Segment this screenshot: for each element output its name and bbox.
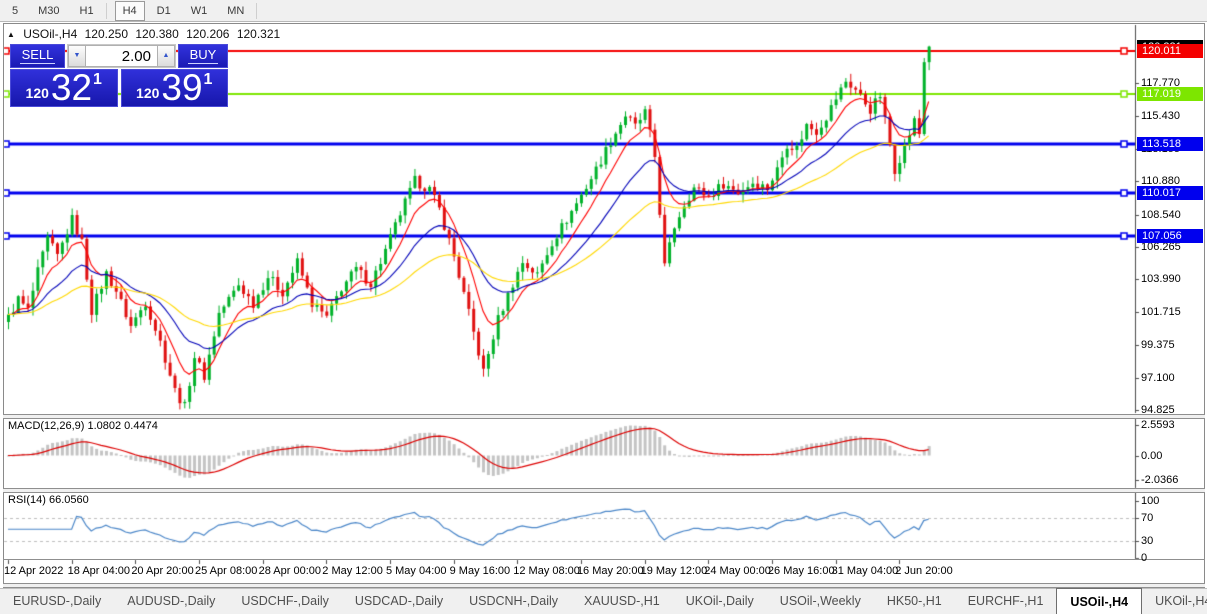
time-axis-label: 26 May 16:00 [767, 565, 835, 577]
buy-price-pips: 39 [161, 67, 203, 108]
buy-button[interactable]: BUY [178, 44, 228, 68]
sell-price-point: 1 [93, 71, 102, 88]
chart-tab-usdcad-daily[interactable]: USDCAD-,Daily [354, 594, 444, 608]
volume-increase-icon[interactable]: ▲ [157, 45, 175, 67]
rsi-indicator-label: RSI(14) 66.0560 [8, 494, 89, 506]
price-axis-tick: 108.540 [1141, 208, 1181, 221]
timeframe-button-d1[interactable]: D1 [156, 4, 171, 17]
timeframe-button-h1[interactable]: H1 [79, 4, 94, 17]
toolbar-separator [256, 2, 258, 19]
chart-window-border-top [3, 23, 1205, 24]
time-axis-label: 12 Apr 2022 [4, 565, 64, 577]
panel-divider [3, 559, 1205, 560]
timeframe-button-5[interactable]: 5 [12, 4, 19, 17]
panel-divider[interactable] [3, 414, 1205, 419]
chart-tab-ukoil-daily[interactable]: UKOil-,Daily [685, 594, 754, 608]
chart-window-border-left [3, 23, 4, 583]
price-axis-tick: 117.770 [1141, 76, 1180, 89]
timeframe-button-h4[interactable]: H4 [114, 0, 145, 21]
timeframe-toolbar: 5 M30 H1 H4 D1 W1 MN [0, 0, 1207, 22]
time-axis-label: 9 May 16:00 [449, 565, 511, 577]
toolbar-separator [105, 2, 107, 19]
macd-axis-tick: 0.00 [1141, 449, 1163, 462]
timeframe-button-mn[interactable]: MN [227, 4, 245, 17]
time-axis-label: 18 Apr 04:00 [67, 565, 131, 577]
price-axis-tick: 115.430 [1141, 110, 1180, 123]
rsi-axis-tick: 0 [1141, 552, 1148, 564]
rsi-axis-tick: 30 [1141, 534, 1154, 547]
timeframe-button-m30[interactable]: M30 [38, 4, 60, 17]
level-price-badge[interactable]: 120.011 [1137, 44, 1203, 58]
timeframe-button-w1[interactable]: W1 [190, 4, 208, 17]
sell-price-pips: 32 [50, 67, 93, 108]
sell-price-button[interactable]: 120 32 1 [10, 69, 118, 107]
chart-tab-usdcnh-daily[interactable]: USDCNH-,Daily [469, 594, 559, 608]
level-price-badge[interactable]: 117.019 [1137, 86, 1203, 101]
time-axis-label: 20 Apr 20:00 [131, 565, 194, 577]
ohlc-open: 120.250 [84, 27, 129, 41]
chart-window-border-right [1204, 23, 1205, 583]
chart-collapse-icon[interactable]: ▲ [7, 30, 15, 39]
time-axis-label: 25 Apr 08:00 [194, 565, 258, 577]
level-price-badge[interactable]: 107.056 [1137, 228, 1203, 243]
price-axis-tick: 94.825 [1141, 404, 1175, 416]
level-price-badge[interactable]: 113.518 [1137, 136, 1203, 151]
ohlc-high: 120.380 [135, 27, 179, 41]
rsi-axis-tick: 100 [1141, 494, 1160, 507]
price-axis-tick: 106.265 [1141, 240, 1181, 253]
time-axis-label: 16 May 20:00 [576, 565, 644, 577]
chart-tab-eurusd-daily[interactable]: EURUSD-,Daily [13, 594, 102, 608]
volume-stepper: ▼ 2.00 ▲ [67, 44, 176, 68]
time-axis-label: 2 Jun 20:00 [895, 565, 953, 577]
ohlc-low: 120.206 [186, 27, 230, 41]
rsi-axis-tick: 70 [1141, 511, 1154, 524]
price-axis-tick: 110.880 [1141, 175, 1180, 188]
buy-price-figure: 120 [136, 85, 160, 101]
ohlc-close: 120.321 [236, 27, 281, 41]
price-axis-tick: 97.100 [1141, 371, 1175, 384]
panel-divider [3, 583, 1205, 588]
macd-indicator-label: MACD(12,26,9) 1.0802 0.4474 [8, 420, 158, 432]
macd-axis-tick: 2.5593 [1141, 419, 1175, 432]
sell-button[interactable]: SELL [10, 44, 65, 68]
chart-tab-xauusd-h1[interactable]: XAUUSD-,H1 [584, 594, 660, 608]
time-axis-label: 12 May 08:00 [513, 565, 580, 577]
volume-decrease-icon[interactable]: ▼ [68, 45, 86, 67]
chart-tab-bar: EURUSD-,Daily AUDUSD-,Daily USDCHF-,Daily U… [0, 588, 1207, 614]
chart-tab-usoil-h4[interactable]: USOil-,H4 [1056, 588, 1143, 614]
chart-tab-ukoil-h4[interactable]: UKOil-,H4 [1155, 594, 1207, 608]
time-axis-label: 24 May 00:00 [704, 565, 771, 577]
chart-tab-hk50-h1[interactable]: HK50-,H1 [886, 594, 942, 608]
chart-tab-usoil-weekly[interactable]: USOil-,Weekly [779, 594, 861, 608]
macd-axis-tick: -2.0366 [1141, 473, 1179, 486]
chart-tab-audusd-daily[interactable]: AUDUSD-,Daily [127, 594, 216, 608]
chart-title: ▲ USOil-,H4 120.250 120.380 120.206 120.… [7, 27, 284, 41]
one-click-trading-panel: SELL ▼ 2.00 ▲ BUY 120 32 1 120 39 1 [10, 44, 228, 107]
panel-divider[interactable] [3, 488, 1205, 493]
price-axis-tick: 99.375 [1141, 339, 1175, 352]
chart-tab-usdchf-daily[interactable]: USDCHF-,Daily [241, 594, 329, 608]
chart-tab-eurchf-h1[interactable]: EURCHF-,H1 [967, 594, 1044, 608]
chart-symbol-label: USOil-,H4 [23, 27, 78, 41]
buy-price-point: 1 [203, 71, 213, 88]
volume-input[interactable]: 2.00 [86, 45, 157, 67]
time-axis-label: 2 May 12:00 [322, 565, 383, 577]
price-axis-tick: 103.990 [1141, 273, 1181, 286]
time-axis-label: 28 Apr 00:00 [258, 565, 322, 577]
buy-price-button[interactable]: 120 39 1 [120, 67, 228, 108]
time-axis-label: 19 May 12:00 [640, 565, 708, 577]
sell-price-figure: 120 [25, 85, 49, 101]
time-axis-label: 31 May 04:00 [831, 565, 899, 577]
price-axis-tick: 101.715 [1141, 305, 1181, 318]
time-axis-label: 5 May 04:00 [385, 565, 447, 577]
level-price-badge[interactable]: 110.017 [1137, 186, 1203, 201]
